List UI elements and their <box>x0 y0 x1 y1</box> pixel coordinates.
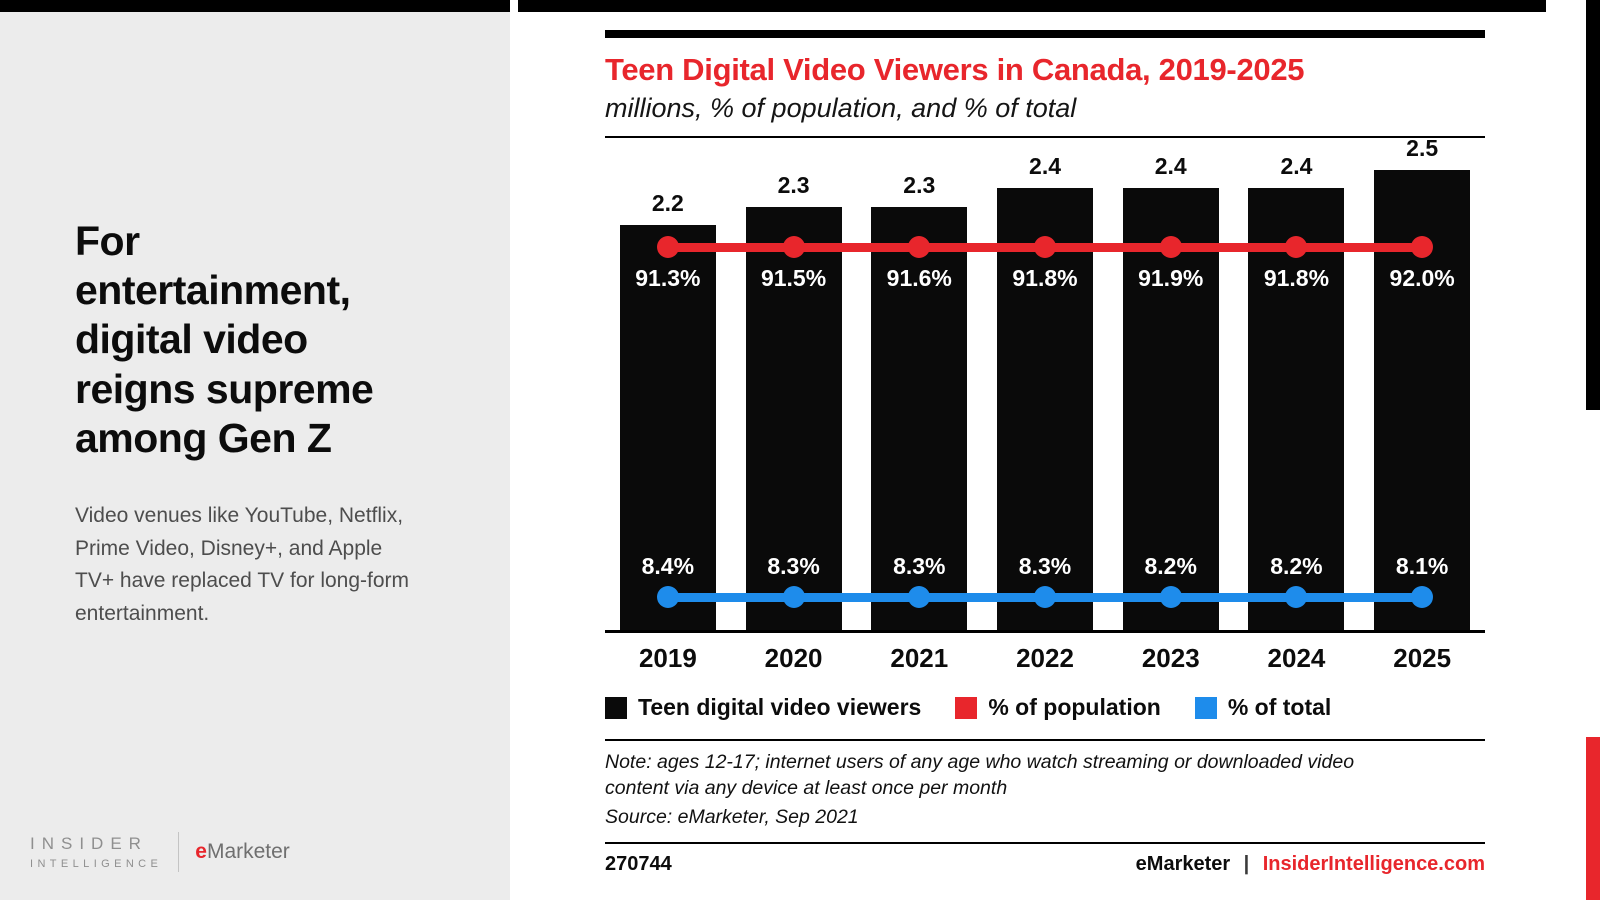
chart-columns: 2.2 2.3 2.3 2.4 2.4 2.4 2.5 <box>605 135 1485 630</box>
chart-column: 2.3 <box>731 138 857 630</box>
legend-label-teen-viewers: Teen digital video viewers <box>638 694 922 720</box>
x-axis-label: 2023 <box>1141 643 1200 673</box>
chart-subtitle: millions, % of population, and % of tota… <box>605 93 1077 123</box>
bar-teen-digital-video-viewers <box>871 206 968 630</box>
bar-value-label: 2.3 <box>903 171 936 198</box>
left-panel: For entertainment, digital video reigns … <box>0 12 510 900</box>
legend-item-teen-viewers: Teen digital video viewers <box>605 694 921 721</box>
bar-value-label: 2.5 <box>1406 135 1439 161</box>
emarketer-logo-rest: Marketer <box>206 840 290 863</box>
footer-separator: | <box>1243 852 1250 875</box>
chart-title: Teen Digital Video Viewers in Canada, 20… <box>605 52 1305 87</box>
emarketer-logo: eMarketer <box>195 840 290 864</box>
chart-header-rule <box>605 136 1485 138</box>
bar-teen-digital-video-viewers <box>997 188 1094 630</box>
insider-logo-text: INSIDER <box>30 834 148 853</box>
bar-teen-digital-video-viewers <box>1248 188 1345 630</box>
emarketer-logo-e: e <box>195 840 207 863</box>
footer-brand-links: eMarketer | InsiderIntelligence.com <box>1136 853 1485 876</box>
legend-label-total: % of total <box>1227 694 1332 720</box>
legend-swatch-black <box>605 696 627 719</box>
logo-divider <box>178 832 180 872</box>
x-axis-label: 2019 <box>638 643 697 673</box>
x-axis-line <box>605 630 1485 633</box>
chart-column: 2.5 <box>1359 135 1485 630</box>
x-axis-label: 2022 <box>1016 643 1074 673</box>
brand-logos: INSIDER INTELLIGENCE eMarketer <box>30 832 290 872</box>
top-accent-bar-right <box>518 0 1546 12</box>
chart-legend: Teen digital video viewers % of populati… <box>605 694 1485 721</box>
note-top-rule <box>605 739 1485 741</box>
legend-item-total: % of total <box>1194 694 1332 721</box>
bar-value-label: 2.2 <box>651 190 684 217</box>
right-edge-accent-black <box>1586 0 1600 410</box>
chart-top-rule <box>605 30 1485 38</box>
x-axis-label: 2021 <box>890 643 949 673</box>
footer-site-link[interactable]: InsiderIntelligence.com <box>1262 852 1485 875</box>
legend-label-population: % of population <box>988 694 1161 720</box>
bar-teen-digital-video-viewers <box>619 225 716 630</box>
chart-footer: 270744 eMarketer | InsiderIntelligence.c… <box>605 853 1485 876</box>
chart-column: 2.4 <box>982 138 1108 630</box>
chart-column: 2.2 <box>605 138 731 630</box>
bar-teen-digital-video-viewers <box>1122 188 1219 630</box>
chart-column: 2.4 <box>1234 138 1360 630</box>
chart-plot: 2.2 2.3 2.3 2.4 2.4 2.4 2.5 91.3% 8.4% 91.5% 8.3%… <box>605 135 1485 630</box>
right-edge-accent-red <box>1586 737 1600 900</box>
chart-note: Note: ages 12-17; internet users of any … <box>605 751 1355 800</box>
x-axis-label: 2020 <box>764 643 823 673</box>
chart-id: 270744 <box>605 852 672 875</box>
bar-value-label: 2.4 <box>1154 153 1187 180</box>
top-accent-bar-left <box>0 0 510 12</box>
body-text: Video venues like YouTube, Netflix, Prim… <box>75 504 410 625</box>
headline: For entertainment, digital video reigns … <box>75 218 374 461</box>
footer-emarketer: eMarketer <box>1135 852 1231 875</box>
x-axis-label: 2025 <box>1393 643 1452 673</box>
chart-source: Source: eMarketer, Sep 2021 <box>605 805 859 828</box>
chart-column: 2.4 <box>1108 138 1234 630</box>
x-axis-labels: 2019 2020 2021 2022 2023 2024 2025 <box>605 643 1485 674</box>
x-axis-label: 2024 <box>1267 643 1326 673</box>
chart-card: Teen Digital Video Viewers in Canada, 20… <box>605 30 1485 876</box>
bar-value-label: 2.3 <box>777 171 810 198</box>
insider-intelligence-logo: INSIDER INTELLIGENCE <box>30 834 162 870</box>
chart-column: 2.3 <box>856 138 982 630</box>
legend-swatch-red <box>955 696 978 719</box>
legend-swatch-blue <box>1194 696 1217 719</box>
bar-value-label: 2.4 <box>1029 153 1062 180</box>
footer-rule <box>605 841 1485 844</box>
bar-teen-digital-video-viewers <box>1374 170 1471 630</box>
legend-item-population: % of population <box>955 694 1161 721</box>
intelligence-logo-text: INTELLIGENCE <box>30 858 163 870</box>
bar-teen-digital-video-viewers <box>745 206 842 630</box>
bar-value-label: 2.4 <box>1280 153 1313 180</box>
